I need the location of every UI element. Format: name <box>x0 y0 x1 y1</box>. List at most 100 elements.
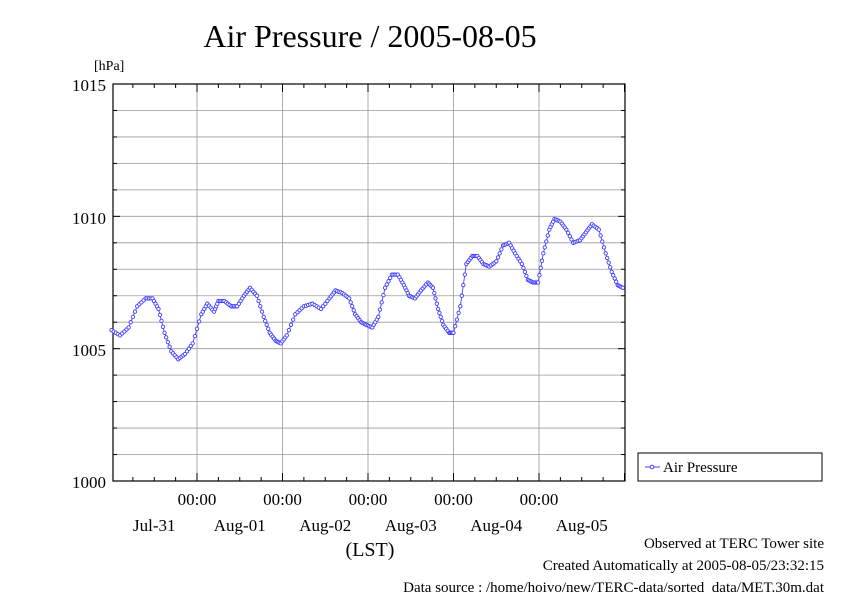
data-point <box>497 251 502 256</box>
data-point <box>182 351 188 357</box>
data-point <box>388 275 393 281</box>
data-point <box>164 335 169 340</box>
data-point <box>433 296 438 301</box>
legend-label: Air Pressure <box>663 460 738 476</box>
x-time-labels: 00:00 00:00 00:00 00:00 00:00 <box>178 490 559 509</box>
data-point <box>494 259 499 264</box>
data-point <box>190 341 195 346</box>
data-point <box>596 227 602 232</box>
data-point <box>545 233 550 238</box>
data-point <box>194 326 200 331</box>
data-point <box>160 324 166 329</box>
data-point <box>259 309 265 314</box>
y-tick-label-1005: 1005 <box>72 341 106 360</box>
data-point <box>567 234 572 239</box>
data-point <box>598 233 603 238</box>
data-point <box>437 310 442 316</box>
grid <box>113 84 625 481</box>
x-date-label: Aug-02 <box>299 516 351 535</box>
data-point <box>379 300 384 305</box>
x-time-label: 00:00 <box>520 490 559 509</box>
data-point <box>544 239 549 244</box>
data-point <box>254 293 260 298</box>
data-point <box>320 304 326 309</box>
data-point <box>611 273 616 278</box>
chart-title: Air Pressure / 2005-08-05 <box>203 18 536 54</box>
x-date-label: Aug-05 <box>556 516 608 535</box>
data-point <box>614 279 619 284</box>
data-point <box>376 314 381 320</box>
data-point <box>126 325 131 330</box>
data-point <box>381 292 386 298</box>
legend-box <box>637 452 823 482</box>
data-point <box>266 326 271 331</box>
legend-marker <box>649 464 655 470</box>
data-point <box>434 301 439 306</box>
data-point <box>456 310 461 316</box>
data-point <box>519 261 525 267</box>
x-time-label: 00:00 <box>434 490 473 509</box>
data-point <box>286 327 292 333</box>
data-point <box>459 293 464 298</box>
data-point <box>522 269 528 275</box>
data-point <box>608 265 613 270</box>
data-point <box>263 318 268 324</box>
data-point <box>601 245 607 250</box>
x-time-label: 00:00 <box>349 490 388 509</box>
data-point <box>284 333 289 338</box>
data-point <box>157 312 163 318</box>
data-point <box>432 290 437 296</box>
data-point <box>165 339 171 345</box>
x-date-label: Jul-31 <box>133 516 176 535</box>
data-point <box>541 251 546 256</box>
data-point <box>291 317 296 322</box>
data-point <box>438 314 443 320</box>
data-point <box>453 324 458 329</box>
data-point <box>162 330 167 335</box>
data-point <box>256 298 261 304</box>
data-point <box>605 255 610 261</box>
x-date-label: Aug-01 <box>214 516 266 535</box>
x-axis-title: (LST) <box>346 539 395 561</box>
data-point <box>462 272 467 277</box>
data-point <box>612 276 617 281</box>
data-point <box>159 318 164 324</box>
data-point <box>600 239 605 244</box>
data-point <box>167 344 172 349</box>
axis-ticks <box>113 83 625 482</box>
plot-area-frame <box>112 83 626 482</box>
data-point <box>382 285 388 290</box>
series-air-pressure <box>109 216 625 362</box>
data-point <box>323 301 328 306</box>
y-axis-unit-label: [hPa] <box>94 59 124 74</box>
data-point <box>569 237 574 242</box>
data-point <box>499 247 504 252</box>
data-point <box>264 322 269 327</box>
data-point <box>261 314 266 320</box>
data-point <box>458 304 463 309</box>
data-point <box>348 300 353 305</box>
data-point <box>451 330 456 335</box>
legend: Air Pressure <box>637 452 823 482</box>
data-point <box>609 269 614 275</box>
x-date-labels: Jul-31 Aug-01 Aug-02 Aug-03 Aug-04 Aug-05 <box>133 516 608 535</box>
data-point <box>435 306 441 312</box>
data-point <box>439 318 445 324</box>
x-date-label: Aug-03 <box>385 516 437 535</box>
data-point <box>288 322 294 327</box>
data-point <box>606 260 611 265</box>
data-point <box>620 285 625 290</box>
data-point <box>430 285 436 290</box>
y-tick-label-1015: 1015 <box>72 76 106 95</box>
data-point <box>542 245 547 250</box>
data-point <box>130 314 136 320</box>
data-point <box>325 298 330 304</box>
data-point <box>539 258 545 263</box>
data-point <box>461 282 466 288</box>
data-point <box>196 319 202 324</box>
data-point <box>377 307 383 312</box>
data-point <box>132 309 138 314</box>
data-point <box>128 320 133 325</box>
data-point <box>384 282 389 287</box>
